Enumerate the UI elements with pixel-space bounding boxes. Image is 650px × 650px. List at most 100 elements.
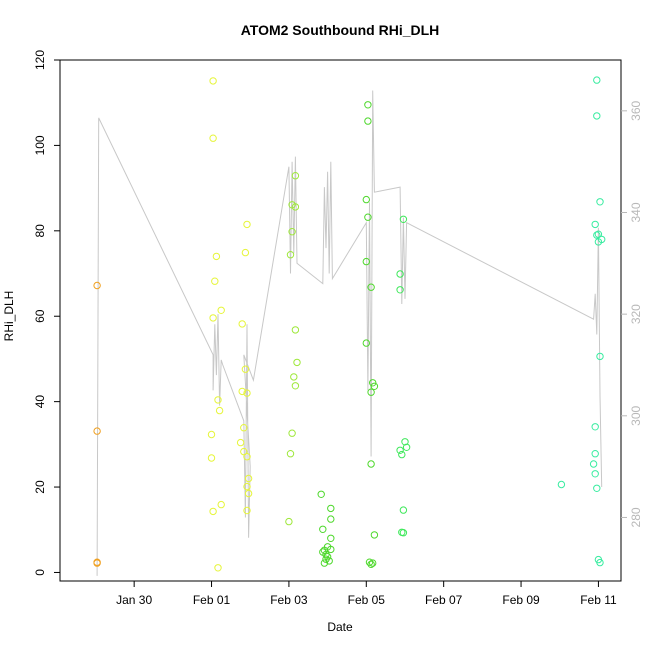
data-point [593,484,601,492]
data-point [209,507,217,516]
data-point [327,504,335,513]
series-line [96,90,603,576]
data-point [290,373,298,381]
y2-tick-label: 340 [629,202,643,222]
data-point [217,306,225,314]
x-axis: Jan 30 Feb 01 Feb 03 Feb 05 Feb 07 Feb 09 Feb … [116,581,617,607]
data-point [243,506,251,515]
data-point [364,101,372,109]
y2-axis: 280 300 320 340 360 [621,100,643,527]
data-point [367,388,375,396]
data-point [243,482,251,491]
data-point [596,352,604,361]
data-point [291,203,300,211]
data-point [93,281,101,290]
data-point [396,446,404,454]
data-point [399,506,408,514]
data-point [217,500,225,509]
y-tick-label: 80 [33,224,47,238]
y2-tick-label: 360 [629,100,643,120]
data-point [93,559,101,567]
data-point [291,326,300,334]
data-point [317,490,325,498]
data-point [291,172,300,180]
data-point [238,387,246,396]
data-point [402,443,411,451]
data-point [596,558,604,567]
data-point [594,230,603,238]
data-point [241,365,250,373]
data-point [362,339,370,347]
points-layer [93,76,606,572]
data-point [367,560,375,568]
data-point [214,564,222,572]
y-tick-label: 60 [33,309,47,323]
data-point [243,453,251,461]
data-point [288,429,296,437]
data-point [212,252,221,261]
data-point [240,447,248,456]
data-point [244,489,253,498]
data-point [93,427,101,435]
x-tick-label: Feb 09 [502,593,540,607]
x-axis-label: Date [327,620,353,634]
data-point [396,286,404,294]
data-point [596,198,604,206]
data-point [322,550,330,559]
data-point [591,423,599,431]
data-point [244,474,253,483]
data-point [364,213,372,221]
data-point [362,257,370,266]
data-point [209,314,217,322]
data-point [398,450,406,459]
data-point [591,450,599,458]
data-point [243,389,251,397]
data-point [369,559,377,567]
data-point [593,112,601,120]
y-tick-label: 100 [33,135,47,155]
data-point [243,220,251,229]
chart-title: ATOM2 Southbound RHi_DLH [241,22,440,38]
plot-area-frame [59,59,622,582]
data-point [215,406,224,415]
x-tick-label: Feb 03 [270,593,308,607]
y2-tick-label: 280 [629,507,643,527]
data-point [236,438,245,447]
data-point [370,531,379,539]
data-point [401,438,409,446]
data-point [207,454,216,462]
x-tick-label: Feb 01 [193,593,231,607]
data-point [286,450,295,458]
data-point [594,238,603,246]
data-point [398,528,406,536]
y2-tick-label: 300 [629,405,643,425]
data-point [238,320,246,328]
y2-tick-label: 320 [629,304,643,324]
data-point [293,358,301,367]
data-point [214,396,222,404]
data-point [207,430,216,439]
data-point [591,220,599,229]
data-point [362,195,370,204]
y-tick-label: 120 [33,50,47,70]
data-point [557,480,566,489]
data-point [240,424,248,432]
x-tick-label: Feb 07 [425,593,463,607]
data-point [291,382,300,390]
x-tick-label: Jan 30 [116,593,152,607]
data-point [367,283,375,291]
data-point [288,228,296,236]
data-point [325,557,333,565]
data-point [320,559,329,567]
data-point [589,460,598,468]
y-axis-label: RHi_DLH [2,291,16,342]
data-point [396,270,404,278]
line-series-layer [96,90,603,576]
data-point [370,382,379,390]
data-point [319,525,327,533]
data-point [369,379,377,387]
data-point [209,77,217,85]
data-point [320,546,329,554]
data-point [211,277,219,285]
